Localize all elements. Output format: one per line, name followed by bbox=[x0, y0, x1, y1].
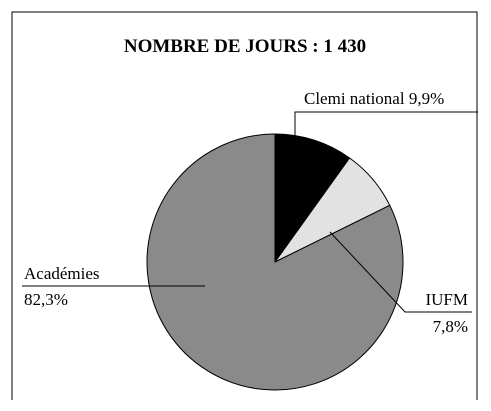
leader-line bbox=[294, 111, 478, 160]
value-label: 82,3% bbox=[24, 290, 68, 309]
pie-slice bbox=[146, 133, 404, 391]
category-label: Clemi national bbox=[304, 89, 405, 108]
slice-label: Clemi national 9,9% bbox=[304, 89, 444, 108]
value-label: 7,8% bbox=[433, 317, 468, 336]
category-label: Académies bbox=[24, 264, 100, 283]
category-label: IUFM bbox=[425, 290, 468, 309]
frame bbox=[11, 11, 478, 400]
value-label: 9,9% bbox=[409, 89, 444, 108]
pie-slice bbox=[274, 133, 351, 264]
chart-title: NOMBRE DE JOURS : 1 430 bbox=[124, 36, 366, 57]
pie bbox=[146, 133, 404, 391]
leader-line bbox=[329, 231, 472, 313]
